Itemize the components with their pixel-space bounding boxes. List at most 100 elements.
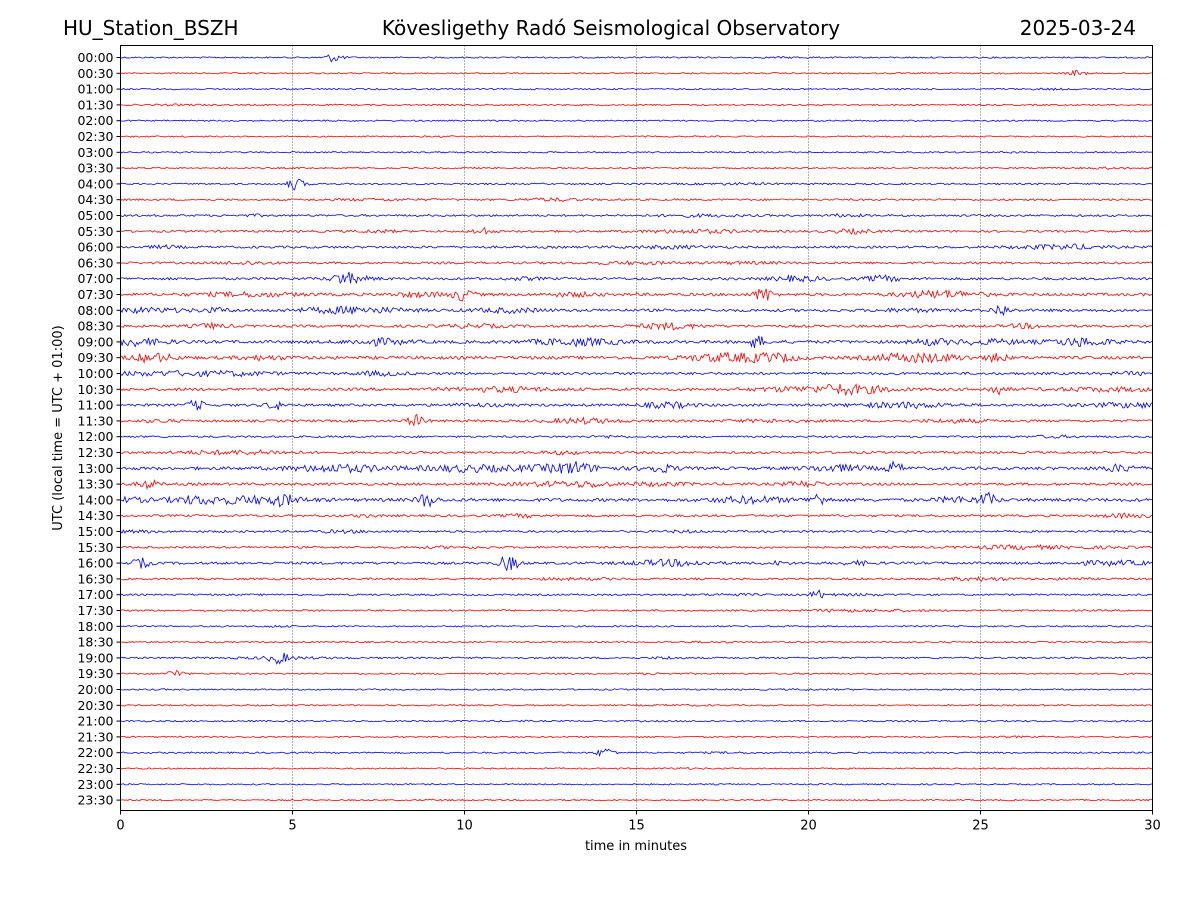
y-tick-label: 23:30 — [77, 793, 113, 808]
trace-0000 — [120, 54, 1153, 63]
trace-2200 — [120, 748, 1153, 758]
trace-0530 — [120, 227, 1153, 235]
y-tick-label: 08:00 — [77, 303, 113, 318]
y-tick-label: 01:00 — [77, 82, 113, 97]
y-tick-label: 02:00 — [77, 113, 113, 128]
y-tick-label: 13:30 — [77, 477, 113, 492]
trace-1100 — [120, 399, 1153, 412]
x-axis: 0 5 10 15 20 25 30 — [116, 810, 1161, 834]
trace-0630 — [120, 260, 1153, 266]
x-tick-label-25: 25 — [972, 819, 989, 834]
y-tick-label: 12:00 — [77, 429, 113, 444]
y-tick-label: 10:30 — [77, 382, 113, 397]
y-tick-label: 05:30 — [77, 224, 113, 239]
x-axis-label: time in minutes — [585, 839, 687, 854]
trace-0730 — [120, 288, 1153, 302]
y-axis-label: UTC (local time = UTC + 01:00) — [51, 325, 66, 530]
y-tick-label: 12:30 — [77, 445, 113, 460]
trace-2330 — [120, 798, 1153, 802]
y-tick-label: 15:00 — [77, 524, 113, 539]
chart-title: Kövesligethy Radó Seismological Observat… — [381, 16, 841, 40]
y-tick-label: 13:00 — [77, 461, 113, 476]
trace-1700 — [120, 589, 1153, 599]
trace-1830 — [120, 640, 1153, 644]
y-tick-label: 05:00 — [77, 208, 113, 223]
y-tick-label: 11:00 — [77, 398, 113, 413]
y-tick-label: 22:00 — [77, 745, 113, 760]
trace-0030 — [120, 69, 1153, 77]
trace-1430 — [120, 512, 1153, 520]
trace-2130 — [120, 735, 1153, 739]
trace-2230 — [120, 767, 1153, 770]
y-tick-label: 21:30 — [77, 729, 113, 744]
y-tick-label: 17:30 — [77, 603, 113, 618]
station-name: HU_Station_BSZH — [63, 16, 239, 40]
y-tick-label: 17:00 — [77, 587, 113, 602]
y-tick-label: 19:00 — [77, 650, 113, 665]
trace-1330 — [120, 479, 1153, 490]
trace-0130 — [120, 103, 1153, 107]
y-tick-label: 00:30 — [77, 66, 113, 81]
x-tick-label-30: 30 — [1144, 819, 1161, 834]
y-tick-label: 06:30 — [77, 255, 113, 270]
y-tick-label: 21:00 — [77, 714, 113, 729]
trace-0830 — [120, 321, 1153, 331]
y-tick-label: 07:30 — [77, 287, 113, 302]
trace-2100 — [120, 719, 1153, 723]
trace-0500 — [120, 212, 1153, 219]
y-tick-label: 00:00 — [77, 50, 113, 65]
y-tick-label: 04:30 — [77, 192, 113, 207]
trace-1500 — [120, 528, 1153, 534]
y-tick-label: 14:00 — [77, 492, 113, 507]
trace-1000 — [120, 369, 1153, 378]
trace-2300 — [120, 783, 1153, 786]
y-tick-label: 02:30 — [77, 129, 113, 144]
y-tick-label: 14:30 — [77, 508, 113, 523]
trace-0900 — [120, 335, 1153, 348]
trace-0330 — [120, 166, 1153, 170]
y-tick-label: 04:00 — [77, 176, 113, 191]
y-tick-label: 15:30 — [77, 540, 113, 555]
x-tick-label-15: 15 — [628, 819, 645, 834]
chart-date: 2025-03-24 — [1019, 16, 1136, 40]
x-tick-label-5: 5 — [288, 819, 296, 834]
y-tick-label: 20:30 — [77, 698, 113, 713]
trace-1900 — [120, 652, 1153, 665]
trace-0600 — [120, 242, 1153, 251]
y-tick-label: 08:30 — [77, 319, 113, 334]
trace-1530 — [120, 544, 1153, 551]
seismic-traces — [120, 54, 1153, 802]
trace-1130 — [120, 413, 1153, 427]
y-tick-label: 10:00 — [77, 366, 113, 381]
trace-1230 — [120, 449, 1153, 456]
y-tick-label: 20:00 — [77, 682, 113, 697]
trace-0200 — [120, 119, 1153, 122]
x-tick-label-0: 0 — [116, 819, 124, 834]
trace-0230 — [120, 135, 1153, 138]
y-tick-label: 18:30 — [77, 635, 113, 650]
trace-0300 — [120, 151, 1153, 154]
trace-0800 — [120, 304, 1153, 317]
trace-1030 — [120, 383, 1153, 397]
y-tick-label: 16:30 — [77, 571, 113, 586]
y-tick-label: 23:00 — [77, 777, 113, 792]
y-axis: 00:0000:3001:0001:3002:0002:3003:0003:30… — [77, 50, 121, 808]
y-tick-label: 16:00 — [77, 556, 113, 571]
trace-1400 — [120, 491, 1153, 508]
trace-1200 — [120, 434, 1153, 439]
trace-0930 — [120, 350, 1153, 365]
trace-1300 — [120, 460, 1153, 474]
trace-2030 — [120, 703, 1153, 707]
x-tick-label-10: 10 — [456, 819, 473, 834]
trace-0100 — [120, 87, 1153, 91]
trace-1800 — [120, 624, 1153, 628]
trace-2000 — [120, 688, 1153, 691]
y-tick-label: 03:30 — [77, 161, 113, 176]
y-tick-label: 19:30 — [77, 666, 113, 681]
y-tick-label: 09:00 — [77, 334, 113, 349]
trace-1930 — [120, 670, 1153, 677]
trace-0700 — [120, 271, 1153, 285]
y-tick-label: 07:00 — [77, 271, 113, 286]
trace-1600 — [120, 555, 1153, 572]
